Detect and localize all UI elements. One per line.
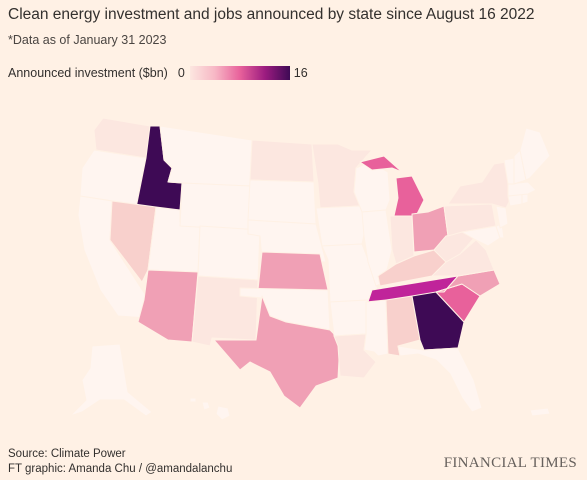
- color-legend: Announced investment ($bn) 0 16: [8, 66, 308, 80]
- legend-title: Announced investment ($bn): [8, 66, 168, 80]
- source-note: Source: Climate Power FT graphic: Amanda…: [8, 447, 232, 477]
- state-ar: [329, 299, 369, 337]
- source-text: Source: Climate Power: [8, 448, 126, 460]
- state-hi: [189, 397, 231, 421]
- state-nv: [109, 200, 157, 283]
- state-ma: [507, 181, 537, 197]
- credit-text: FT graphic: Amanda Chu / @amandalanchu: [8, 463, 233, 475]
- state-nj: [495, 205, 509, 229]
- state-wy: [179, 182, 251, 231]
- chart-subtitle: *Data as of January 31 2023: [8, 33, 167, 47]
- us-map: [69, 117, 551, 421]
- state-ks: [257, 251, 329, 291]
- state-az: [137, 269, 199, 343]
- state-fl: [397, 345, 483, 413]
- state-ia: [315, 205, 369, 247]
- state-nm: [191, 275, 259, 347]
- state-me: [519, 127, 551, 181]
- state-ms: [363, 299, 389, 357]
- state-md: [461, 225, 501, 247]
- publisher-logo: FINANCIAL TIMES: [443, 455, 577, 471]
- state-nd: [249, 139, 315, 183]
- legend-gradient-bar: [189, 66, 290, 80]
- chart-title: Clean energy investment and jobs announc…: [8, 6, 535, 23]
- legend-min-label: 0: [177, 66, 185, 80]
- state-ak: [69, 343, 153, 417]
- state-mt: [159, 125, 253, 187]
- state-in: [389, 215, 415, 265]
- state-tx: [213, 295, 341, 409]
- state-ny: [447, 161, 513, 209]
- state-or: [79, 149, 147, 206]
- state-sd: [247, 179, 317, 225]
- legend-max-label: 16: [293, 66, 308, 80]
- state-ri: [521, 193, 529, 205]
- state-pr: [529, 407, 551, 417]
